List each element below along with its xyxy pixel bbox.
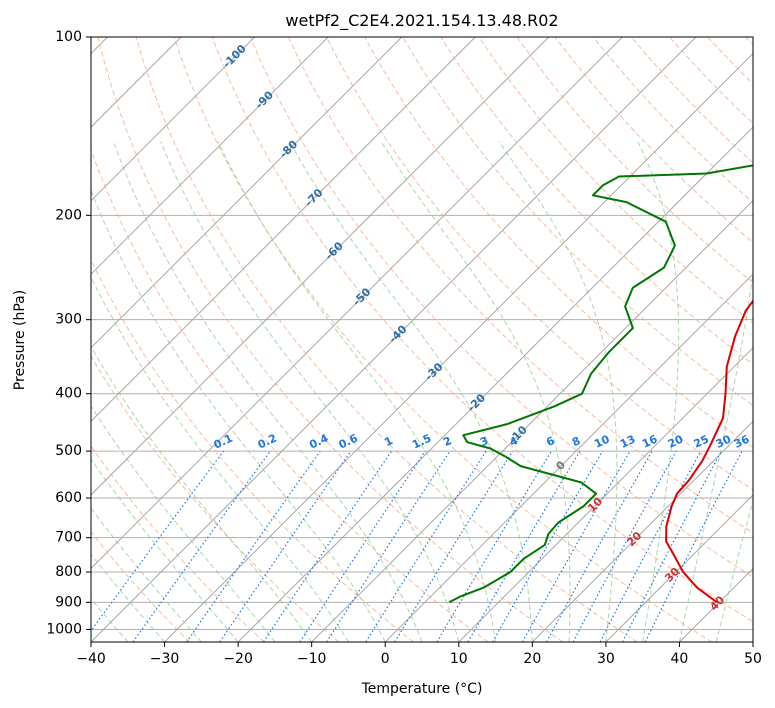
isotherm-line bbox=[91, 37, 476, 423]
dewpoint-line bbox=[448, 164, 753, 604]
isotherm-line bbox=[458, 347, 753, 642]
dry-adiabat-line bbox=[249, 37, 753, 578]
y-tick-label: 1000 bbox=[46, 621, 82, 637]
mixing-ratio-line bbox=[394, 450, 514, 642]
isotherm-line bbox=[237, 126, 753, 642]
y-tick-label: 300 bbox=[55, 312, 82, 328]
moist-adiabat-line bbox=[380, 141, 571, 642]
dry-adiabat-line bbox=[91, 445, 265, 642]
y-tick-label: 400 bbox=[55, 386, 82, 402]
mixing-ratio-label: 25 bbox=[692, 433, 711, 451]
y-tick-label: 600 bbox=[55, 490, 82, 506]
mixing-ratio-line bbox=[91, 450, 224, 632]
y-tick-label: 500 bbox=[55, 443, 82, 459]
mixing-ratio-label: 20 bbox=[666, 432, 686, 450]
mixing-ratio-line bbox=[572, 450, 677, 642]
dry-adiabat-line bbox=[326, 37, 753, 491]
moist-adiabat-line bbox=[637, 141, 680, 642]
isotherm-line bbox=[91, 37, 623, 570]
isotherm-line bbox=[91, 37, 550, 496]
y-axis: 100 200 300 400 500 600 700 800 900 1000 bbox=[46, 29, 91, 637]
moist-adiabat-line bbox=[91, 188, 386, 642]
isotherm-line bbox=[91, 37, 403, 349]
isotherm-line bbox=[605, 494, 753, 642]
y-axis-title: Pressure (hPa) bbox=[12, 290, 28, 390]
moist-adiabat-line bbox=[91, 597, 129, 642]
isotherm-line bbox=[91, 37, 329, 275]
dry-adiabat-line bbox=[173, 37, 713, 642]
mixing-ratio-line bbox=[546, 450, 653, 642]
dry-adiabat-line bbox=[91, 355, 340, 642]
mixing-ratio-line bbox=[644, 450, 743, 642]
moist-adiabat-line bbox=[91, 553, 165, 642]
plot-area: -100-90-80-70-60-50-40-30-20-10010203040… bbox=[91, 37, 753, 642]
mixing-ratio-line bbox=[132, 450, 271, 642]
mixing-ratio-line bbox=[219, 450, 352, 642]
dry-adiabat-line bbox=[516, 37, 753, 284]
mixing-ratio-line bbox=[186, 450, 321, 642]
dry-adiabat-line bbox=[91, 258, 414, 642]
mixing-ratio-label: 30 bbox=[714, 432, 734, 450]
x-tick-label: 0 bbox=[381, 651, 390, 667]
x-tick-label: 20 bbox=[523, 651, 541, 667]
moist-adiabat-line bbox=[160, 141, 460, 642]
moist-adiabat-line bbox=[715, 498, 753, 642]
dry-adiabat-line bbox=[478, 37, 753, 324]
plot-frame bbox=[90, 36, 754, 643]
x-tick-label: −40 bbox=[76, 651, 106, 667]
x-tick-label: 10 bbox=[450, 651, 468, 667]
temperature-line bbox=[665, 299, 753, 604]
chart-title: wetPf2_C2E4.2021.154.13.48.R02 bbox=[285, 11, 558, 31]
x-tick-label: −20 bbox=[223, 651, 253, 667]
x-tick-label: 40 bbox=[671, 651, 689, 667]
x-tick-label: 50 bbox=[744, 651, 762, 667]
moist-adiabat-line bbox=[91, 275, 349, 642]
dry-adiabat-line bbox=[91, 148, 489, 642]
dry-adiabat-line bbox=[135, 37, 638, 642]
y-tick-label: 900 bbox=[55, 594, 82, 610]
y-tick-label: 700 bbox=[55, 530, 82, 546]
mixing-ratio-line bbox=[262, 450, 392, 642]
moist-adiabat-line bbox=[91, 345, 313, 642]
moist-adiabat-line bbox=[113, 141, 423, 642]
y-tick-label: 100 bbox=[55, 29, 82, 45]
mixing-ratio-line bbox=[299, 450, 426, 642]
isotherm-line bbox=[384, 273, 753, 642]
x-axis: −40 −30 −20 −10 0 10 20 30 40 50 bbox=[76, 642, 762, 667]
dry-adiabat-line bbox=[97, 37, 563, 642]
x-tick-label: −30 bbox=[150, 651, 180, 667]
mixing-ratio-label: 13 bbox=[618, 433, 637, 451]
mixing-ratio-label: 10 bbox=[592, 432, 612, 450]
moist-adiabat-line bbox=[678, 269, 753, 642]
dry-adiabat-line bbox=[91, 531, 191, 642]
x-tick-label: 30 bbox=[597, 651, 615, 667]
mixing-ratio-line bbox=[521, 450, 631, 642]
isotherm-line bbox=[91, 37, 256, 202]
moist-adiabat-line bbox=[498, 141, 618, 642]
moist-adiabat-line bbox=[289, 141, 533, 642]
moist-adiabat-line bbox=[91, 405, 276, 642]
moist-adiabat-line bbox=[91, 458, 239, 642]
moist-adiabat-line bbox=[91, 507, 202, 642]
moist-adiabat-line bbox=[217, 141, 497, 642]
x-tick-label: −10 bbox=[297, 651, 327, 667]
mixing-ratio-label: 36 bbox=[732, 432, 752, 450]
isotherm-line bbox=[164, 52, 753, 642]
x-axis-title: Temperature (°C) bbox=[361, 681, 483, 697]
y-tick-label: 200 bbox=[55, 207, 82, 223]
mixing-ratio-label: 16 bbox=[640, 432, 660, 450]
mixing-ratio-line bbox=[326, 450, 451, 642]
y-tick-label: 800 bbox=[55, 564, 82, 580]
isotherm-line bbox=[531, 420, 753, 642]
dry-adiabat-line bbox=[211, 37, 753, 623]
dry-adiabat-line bbox=[402, 37, 753, 407]
